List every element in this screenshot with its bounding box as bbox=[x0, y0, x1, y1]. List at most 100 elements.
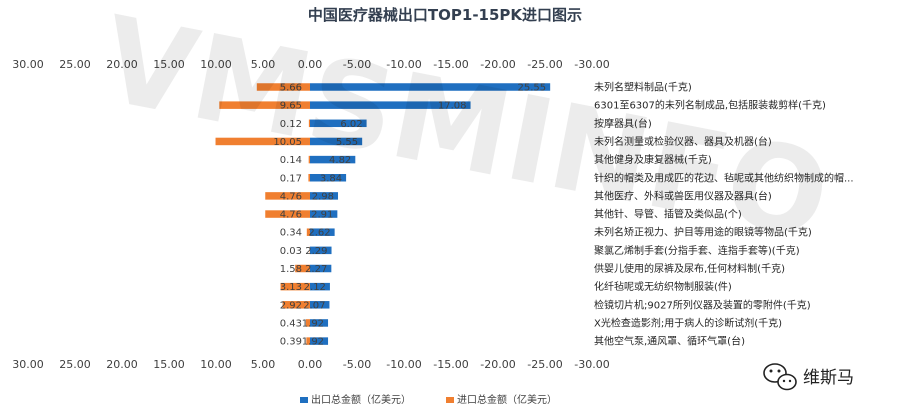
x-tick-top: -25.00 bbox=[527, 58, 562, 71]
import-bar bbox=[280, 282, 310, 291]
import-value-label: 0.17 bbox=[280, 173, 302, 184]
category-label: 按摩器具(台) bbox=[594, 117, 652, 130]
x-tick-top: -10.00 bbox=[386, 58, 421, 71]
import-bar bbox=[308, 155, 310, 164]
x-tick-bottom: -25.00 bbox=[527, 358, 562, 371]
category-label: X光检查造影剂;用于病人的诊断试剂(千克) bbox=[594, 316, 782, 329]
category-label: 其他健身及康复器械(千克) bbox=[594, 153, 712, 166]
import-value-label: 3.13 bbox=[280, 282, 302, 293]
category-label: 聚氯乙烯制手套(分指手套、连指手套等)(千克) bbox=[594, 244, 800, 257]
import-bar bbox=[265, 192, 310, 200]
brand-logo: 维斯马 bbox=[763, 363, 854, 391]
import-bar bbox=[256, 83, 310, 91]
import-value-label: 1.58 bbox=[280, 264, 302, 275]
x-tick-top: 0.00 bbox=[298, 58, 323, 71]
import-bar bbox=[308, 119, 310, 128]
x-tick-bottom: -20.00 bbox=[480, 358, 515, 371]
import-value-label: 0.03 bbox=[280, 246, 302, 257]
category-label: 检镜切片机;9027所列仪器及装置的零附件(千克) bbox=[594, 298, 811, 311]
import-value-label: 0.34 bbox=[280, 228, 302, 239]
export-value-label: 25.55 bbox=[518, 83, 547, 94]
import-bar bbox=[306, 337, 310, 345]
export-bar bbox=[310, 319, 329, 327]
x-tick-top: 15.00 bbox=[153, 58, 185, 71]
category-label: 针织的帽类及用成匹的花边、毡呢或其他纺织物制成的帽... bbox=[594, 171, 854, 184]
export-bar bbox=[310, 246, 332, 255]
import-bar bbox=[282, 301, 310, 309]
export-value-label: 17.08 bbox=[438, 101, 467, 112]
export-value-label: 5.55 bbox=[336, 137, 358, 148]
brand-name: 维斯马 bbox=[803, 368, 854, 388]
x-tick-top: -15.00 bbox=[433, 58, 468, 71]
export-value-label: 2.27 bbox=[305, 264, 327, 275]
x-tick-bottom: -5.00 bbox=[343, 358, 371, 371]
import-value-label: 5.66 bbox=[280, 83, 302, 94]
import-bar bbox=[308, 174, 310, 182]
bars-layer bbox=[215, 83, 551, 345]
x-tick-top: 10.00 bbox=[200, 58, 232, 71]
x-tick-bottom: 30.00 bbox=[12, 358, 44, 371]
export-value-label: 2.12 bbox=[304, 282, 326, 293]
category-label: 未列名测量或检验仪器、器具及机器(台) bbox=[594, 135, 772, 148]
x-tick-top: -5.00 bbox=[343, 58, 371, 71]
export-bar bbox=[310, 282, 330, 291]
x-tick-top: 5.00 bbox=[251, 58, 276, 71]
x-tick-bottom: 0.00 bbox=[298, 358, 323, 371]
category-label: 化纤毡呢或无纺织物制服装(件) bbox=[594, 280, 732, 293]
import-value-label: 10.05 bbox=[273, 137, 302, 148]
import-bar bbox=[306, 228, 310, 236]
category-label: 其他空气泵,通风罩、循环气罩(台) bbox=[594, 335, 745, 348]
export-value-label: 2.29 bbox=[305, 246, 327, 257]
export-value-label: 2.98 bbox=[312, 191, 334, 202]
export-value-label: 1.92 bbox=[302, 337, 324, 348]
x-tick-bottom: 25.00 bbox=[59, 358, 91, 371]
import-value-label: 0.43 bbox=[280, 318, 302, 329]
x-tick-top: -30.00 bbox=[574, 58, 609, 71]
legend-label-import: 进口总金额（亿美元） bbox=[457, 393, 557, 406]
import-bar bbox=[305, 319, 310, 327]
category-label: 未列名塑料制品(千克) bbox=[594, 81, 692, 94]
legend-swatch-export bbox=[300, 397, 308, 403]
export-value-label: 2.62 bbox=[308, 228, 330, 239]
category-label: 6301至6307的未列名制成品,包括服装裁剪样(千克) bbox=[594, 99, 826, 112]
x-tick-bottom: 10.00 bbox=[200, 358, 232, 371]
legend-label-export: 出口总金额（亿美元） bbox=[311, 393, 411, 406]
x-tick-bottom: -10.00 bbox=[386, 358, 421, 371]
export-bar bbox=[310, 137, 363, 146]
chart-title: 中国医疗器械出口TOP1-15PK进口图示 bbox=[308, 6, 582, 24]
export-bar bbox=[310, 101, 471, 109]
wechat-icon bbox=[763, 363, 797, 391]
import-value-label: 0.12 bbox=[280, 119, 302, 130]
import-bar bbox=[265, 210, 310, 218]
export-bar bbox=[310, 174, 347, 182]
export-value-label: 2.91 bbox=[311, 210, 333, 221]
import-bar bbox=[295, 264, 310, 273]
import-value-label: 0.14 bbox=[280, 155, 302, 166]
x-tick-top: 20.00 bbox=[106, 58, 138, 71]
import-value-label: 9.65 bbox=[280, 101, 302, 112]
export-bar bbox=[310, 337, 329, 345]
export-value-label: 4.82 bbox=[329, 155, 351, 166]
export-bar bbox=[310, 83, 551, 91]
export-bar bbox=[310, 228, 335, 236]
watermark: VMSMINFO bbox=[92, 0, 840, 266]
x-tick-top: 30.00 bbox=[12, 58, 44, 71]
export-value-label: 2.07 bbox=[303, 300, 325, 311]
export-bar bbox=[310, 301, 330, 309]
categories-layer: 未列名塑料制品(千克) 6301至6307的未列名制成品,包括服装裁剪样(千克) 按… bbox=[594, 81, 854, 348]
legend: 出口总金额（亿美元） 进口总金额（亿美元） bbox=[300, 393, 557, 406]
import-bar bbox=[215, 137, 310, 146]
export-bar bbox=[310, 155, 356, 164]
x-tick-top: 25.00 bbox=[59, 58, 91, 71]
x-tick-bottom: -15.00 bbox=[433, 358, 468, 371]
export-value-label: 1.92 bbox=[302, 318, 324, 329]
x-tick-bottom: 15.00 bbox=[153, 358, 185, 371]
import-value-label: 4.76 bbox=[280, 191, 302, 202]
import-value-label: 0.39 bbox=[280, 337, 302, 348]
x-tick-top: -20.00 bbox=[480, 58, 515, 71]
ticks-layer: 30.00 30.00 25.00 25.00 20.00 20.00 15.00 15.00… bbox=[12, 58, 609, 371]
import-bar bbox=[219, 101, 310, 109]
import-value-label: 4.76 bbox=[280, 210, 302, 221]
